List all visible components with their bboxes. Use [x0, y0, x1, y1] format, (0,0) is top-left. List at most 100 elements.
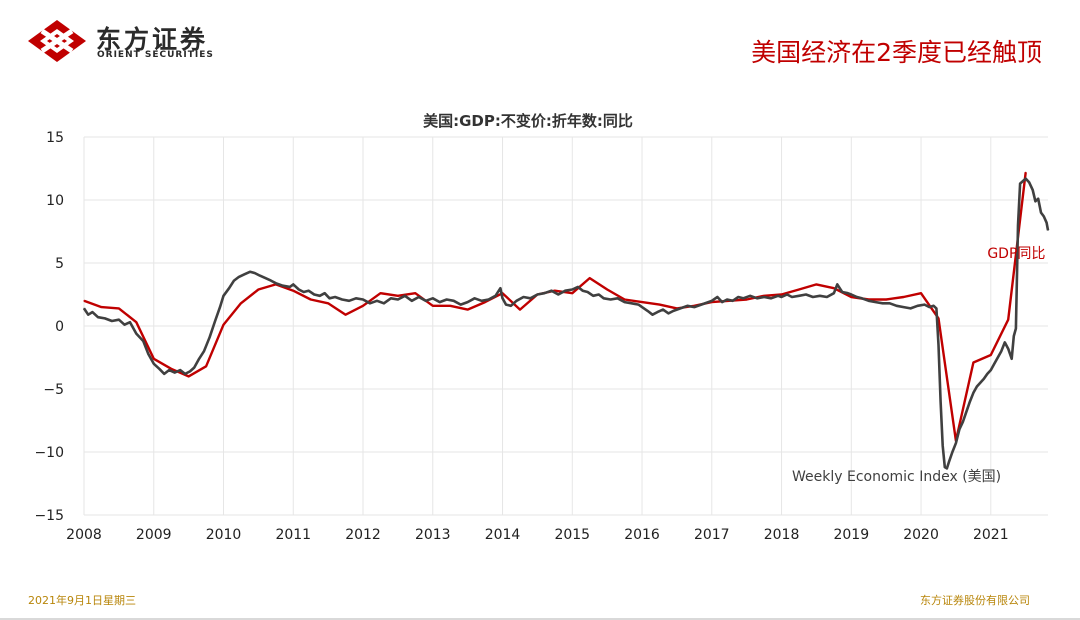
x-tick-label: 2017: [694, 527, 730, 543]
data-point-wei: [362, 298, 364, 301]
data-point-wei: [951, 451, 954, 453]
annotations: GDP同比 Weekly Economic Index (美国): [792, 246, 1045, 485]
slide-title: 美国经济在2季度已经触顶: [751, 38, 1042, 67]
x-tick-label: 2015: [554, 527, 590, 543]
data-point-wei: [1025, 178, 1027, 180]
data-point-gdp: [397, 295, 399, 297]
data-point-wei: [488, 298, 490, 301]
data-point-wei: [404, 295, 406, 297]
x-tick-label: 2014: [485, 527, 521, 543]
x-axis-ticks: 2008 2009 2010 2011 2012 2013 2014 2015 2016 2017…: [66, 527, 1008, 543]
data-point-wei: [910, 307, 912, 309]
data-point-wei: [896, 305, 898, 307]
data-point-wei: [1034, 200, 1036, 202]
data-point-wei: [812, 296, 814, 298]
data-point-wei: [1037, 198, 1039, 200]
data-point-wei: [726, 298, 728, 301]
data-point-gdp: [606, 288, 608, 291]
data-point-wei: [948, 461, 950, 463]
series-points-wei: [83, 178, 1049, 469]
data-point-wei: [983, 378, 985, 380]
data-point-wei: [662, 309, 664, 311]
y-tick-label: 10: [46, 193, 64, 209]
data-point-wei: [142, 340, 144, 342]
data-point-wei: [418, 296, 420, 298]
data-point-wei: [700, 304, 702, 306]
grid-lines: [83, 136, 1048, 516]
data-point-wei: [282, 285, 284, 287]
data-point-wei: [319, 295, 321, 297]
data-point-wei: [672, 310, 675, 312]
data-point-wei: [189, 370, 191, 372]
company-logo: 东方证券 ORIENT SECURITIES: [28, 18, 238, 68]
data-point-wei: [1040, 212, 1042, 214]
data-point-gdp: [885, 298, 887, 301]
data-point-wei: [826, 296, 828, 298]
data-point-wei: [833, 292, 835, 294]
data-point-wei: [819, 295, 821, 297]
x-tick-label: 2016: [624, 527, 660, 543]
data-point-wei: [334, 296, 336, 298]
data-point-wei: [439, 301, 441, 303]
x-tick-label: 2008: [66, 527, 102, 543]
data-point-wei: [1022, 180, 1024, 182]
data-point-gdp: [920, 292, 922, 294]
data-point-wei: [254, 272, 256, 274]
x-tick-label: 2012: [345, 527, 381, 543]
data-point-wei: [446, 298, 448, 301]
data-point-gdp: [432, 305, 434, 307]
data-point-wei: [264, 277, 266, 279]
data-point-wei: [587, 291, 589, 293]
data-point-gdp: [135, 321, 137, 323]
data-point-wei: [637, 304, 640, 306]
data-point-gdp: [467, 309, 469, 311]
data-point-wei: [716, 296, 719, 298]
data-point-wei: [249, 271, 251, 273]
data-point-gdp: [972, 361, 975, 364]
data-point-wei: [564, 290, 566, 292]
data-point-wei: [651, 314, 654, 316]
data-point-wei: [686, 305, 689, 307]
data-point-wei: [355, 297, 357, 299]
data-point-wei: [965, 411, 968, 413]
chart-title: 美国:GDP:不变价:折年数:同比: [423, 112, 633, 130]
data-point-gdp: [362, 305, 364, 307]
data-point-wei: [875, 301, 877, 303]
data-point-wei: [955, 442, 957, 444]
y-tick-label: 5: [55, 256, 64, 272]
data-point-gdp: [205, 365, 207, 367]
data-point-wei: [83, 307, 85, 309]
data-point-wei: [742, 297, 744, 299]
data-point-gdp: [222, 324, 225, 326]
data-point-wei: [942, 445, 944, 447]
data-point-wei: [292, 283, 294, 285]
data-point-wei: [868, 300, 870, 302]
data-point-wei: [610, 298, 612, 301]
data-point-wei: [308, 290, 310, 292]
data-point-wei: [505, 304, 507, 306]
x-tick-label: 2011: [275, 527, 311, 543]
series-line-wei: [82, 177, 1050, 470]
data-point-wei: [348, 300, 350, 302]
data-point-wei: [721, 301, 723, 303]
data-point-wei: [91, 311, 93, 313]
data-point-wei: [328, 297, 331, 299]
series-line-gdp: [83, 172, 1027, 442]
data-point-wei: [997, 356, 999, 359]
data-point-wei: [104, 317, 106, 319]
series-points-gdp: [83, 171, 1027, 442]
data-point-wei: [958, 428, 961, 430]
data-point-wei: [510, 305, 512, 307]
data-point-gdp: [571, 292, 573, 294]
data-point-wei: [97, 316, 99, 318]
data-point-wei: [123, 324, 126, 326]
data-point-wei: [577, 286, 579, 288]
data-point-wei: [641, 306, 643, 308]
data-point-wei: [1028, 181, 1030, 183]
data-point-wei: [111, 320, 113, 322]
data-point-wei: [153, 363, 155, 365]
data-point-wei: [962, 421, 964, 423]
x-tick-label: 2020: [903, 527, 939, 543]
data-point-wei: [756, 297, 758, 299]
data-point-wei: [193, 367, 195, 369]
